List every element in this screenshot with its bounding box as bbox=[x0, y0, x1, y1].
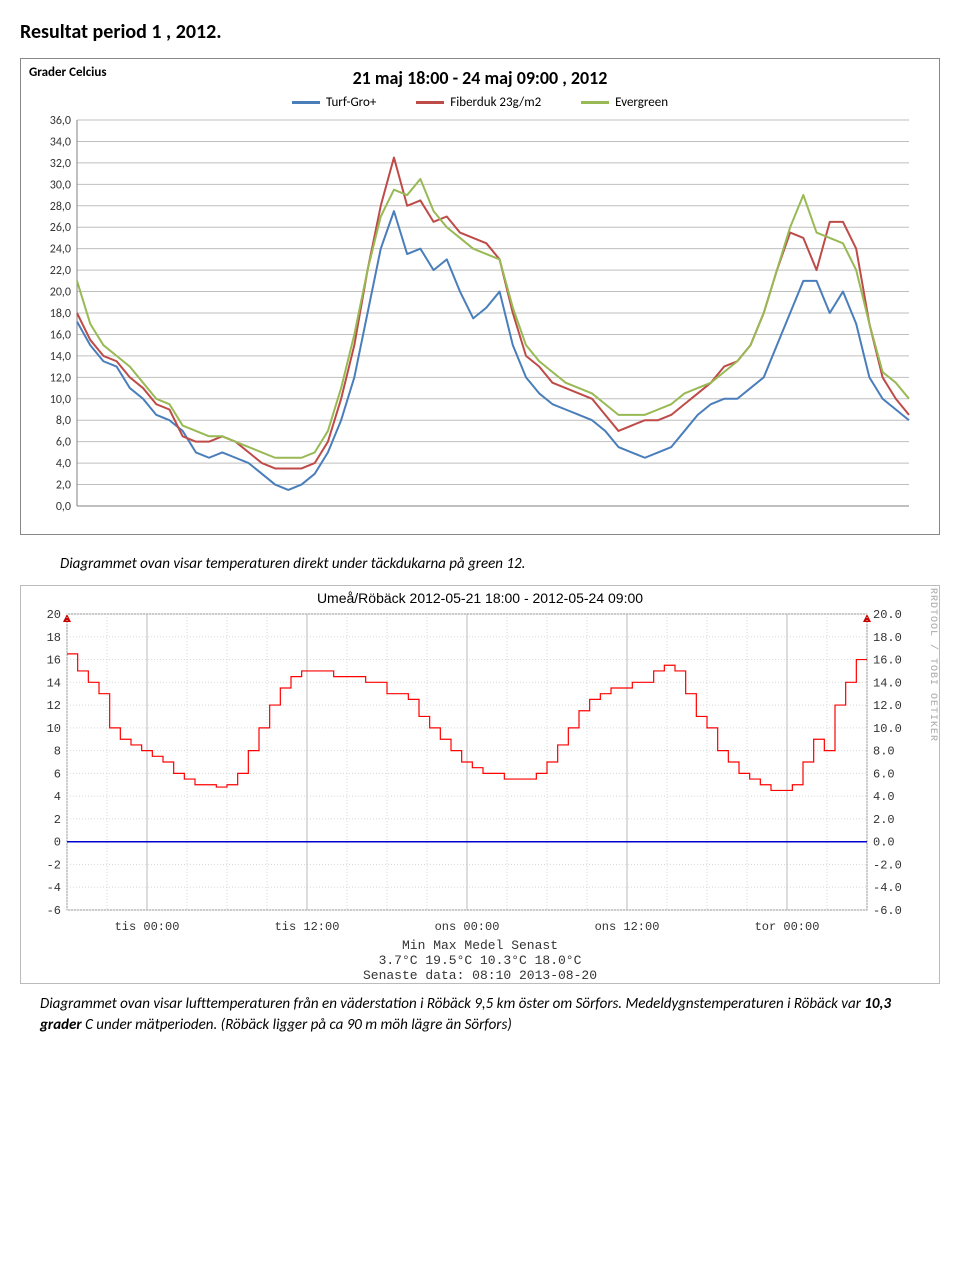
svg-text:34,0: 34,0 bbox=[50, 135, 71, 149]
svg-text:10: 10 bbox=[47, 722, 61, 736]
legend-swatch bbox=[292, 101, 320, 104]
svg-text:8.0: 8.0 bbox=[873, 745, 895, 759]
svg-text:20,0: 20,0 bbox=[50, 286, 71, 300]
svg-text:-6: -6 bbox=[47, 904, 61, 918]
chart1-svg: 0,0 2,0 4,0 6,0 8,0 10,0 12,0 14,0 16,0 18,0 20,0 2… bbox=[29, 116, 919, 516]
svg-text:16: 16 bbox=[47, 654, 61, 668]
chart2-svg: 20181614121086420-2-4-620.018.016.014.01… bbox=[21, 608, 921, 938]
chart2-title: Umeå/Röbäck 2012-05-21 18:00 - 2012-05-2… bbox=[21, 590, 939, 606]
svg-text:4: 4 bbox=[54, 790, 61, 804]
svg-text:-4: -4 bbox=[47, 881, 61, 895]
svg-text:-2.0: -2.0 bbox=[873, 858, 902, 872]
legend-item-fiber: Fiberduk 23g/m2 bbox=[416, 95, 541, 110]
svg-text:32,0: 32,0 bbox=[50, 157, 71, 171]
svg-text:6,0: 6,0 bbox=[56, 436, 71, 450]
rrdtool-credit: RRDTOOL / TOBI OETIKER bbox=[927, 588, 938, 742]
stats-latest: Senaste data: 08:10 2013-08-20 bbox=[21, 968, 939, 983]
svg-text:4,0: 4,0 bbox=[56, 457, 71, 471]
chart2-container: RRDTOOL / TOBI OETIKER Umeå/Röbäck 2012-… bbox=[20, 585, 940, 984]
svg-text:22,0: 22,0 bbox=[50, 264, 71, 278]
caption2-a: Diagrammet ovan visar lufttemperaturen f… bbox=[40, 995, 864, 1013]
svg-text:2,0: 2,0 bbox=[56, 479, 71, 493]
svg-text:26,0: 26,0 bbox=[50, 221, 71, 235]
legend-label: Turf-Gro+ bbox=[326, 95, 376, 110]
svg-text:20: 20 bbox=[47, 608, 61, 622]
chart1-yaxis-title: Grader Celcius bbox=[29, 65, 107, 80]
svg-text:2: 2 bbox=[54, 813, 61, 827]
svg-text:ons 00:00: ons 00:00 bbox=[435, 920, 500, 934]
svg-text:-4.0: -4.0 bbox=[873, 881, 902, 895]
svg-text:tor 00:00: tor 00:00 bbox=[755, 920, 820, 934]
legend-label: Fiberduk 23g/m2 bbox=[450, 95, 541, 110]
svg-text:ons 12:00: ons 12:00 bbox=[595, 920, 660, 934]
svg-text:4.0: 4.0 bbox=[873, 790, 895, 804]
svg-text:6: 6 bbox=[54, 767, 61, 781]
svg-text:10,0: 10,0 bbox=[50, 393, 71, 407]
svg-text:16,0: 16,0 bbox=[50, 328, 71, 342]
svg-text:20.0: 20.0 bbox=[873, 608, 902, 622]
legend-swatch bbox=[416, 101, 444, 104]
svg-text:18.0: 18.0 bbox=[873, 631, 902, 645]
caption1: Diagrammet ovan visar temperaturen direk… bbox=[60, 555, 940, 573]
legend-item-ever: Evergreen bbox=[581, 95, 668, 110]
svg-text:12,0: 12,0 bbox=[50, 371, 71, 385]
svg-text:12.0: 12.0 bbox=[873, 699, 902, 713]
svg-text:0: 0 bbox=[54, 836, 61, 850]
svg-text:18: 18 bbox=[47, 631, 61, 645]
svg-text:2.0: 2.0 bbox=[873, 813, 895, 827]
svg-text:6.0: 6.0 bbox=[873, 767, 895, 781]
svg-text:-2: -2 bbox=[47, 858, 61, 872]
chart1-container: Grader Celcius 21 maj 18:00 - 24 maj 09:… bbox=[20, 58, 940, 535]
svg-text:18,0: 18,0 bbox=[50, 307, 71, 321]
svg-text:14,0: 14,0 bbox=[50, 350, 71, 364]
svg-text:14: 14 bbox=[47, 676, 61, 690]
svg-text:tis 12:00: tis 12:00 bbox=[275, 920, 340, 934]
chart2-stats: Min Max Medel Senast 3.7°C 19.5°C 10.3°C… bbox=[21, 938, 939, 983]
legend-label: Evergreen bbox=[615, 95, 668, 110]
svg-text:14.0: 14.0 bbox=[873, 676, 902, 690]
svg-text:24,0: 24,0 bbox=[50, 243, 71, 257]
caption2: Diagrammet ovan visar lufttemperaturen f… bbox=[40, 994, 920, 1036]
svg-text:tis 00:00: tis 00:00 bbox=[115, 920, 180, 934]
svg-text:12: 12 bbox=[47, 699, 61, 713]
svg-text:28,0: 28,0 bbox=[50, 200, 71, 214]
svg-text:36,0: 36,0 bbox=[50, 116, 71, 128]
page-title: Resultat period 1 , 2012. bbox=[20, 20, 940, 44]
stats-header: Min Max Medel Senast bbox=[21, 938, 939, 953]
svg-text:8: 8 bbox=[54, 745, 61, 759]
svg-text:0,0: 0,0 bbox=[56, 500, 71, 514]
legend-swatch bbox=[581, 101, 609, 104]
chart1-legend: Turf-Gro+ Fiberduk 23g/m2 Evergreen bbox=[29, 95, 931, 110]
legend-item-turf: Turf-Gro+ bbox=[292, 95, 376, 110]
svg-text:8,0: 8,0 bbox=[56, 414, 71, 428]
svg-text:0.0: 0.0 bbox=[873, 836, 895, 850]
svg-text:-6.0: -6.0 bbox=[873, 904, 902, 918]
chart1-title: 21 maj 18:00 - 24 maj 09:00 , 2012 bbox=[29, 67, 931, 89]
svg-text:16.0: 16.0 bbox=[873, 654, 902, 668]
svg-text:30,0: 30,0 bbox=[50, 178, 71, 192]
caption2-c: C under mätperioden. (Röbäck ligger på c… bbox=[82, 1016, 512, 1034]
svg-text:10.0: 10.0 bbox=[873, 722, 902, 736]
stats-values: 3.7°C 19.5°C 10.3°C 18.0°C bbox=[21, 953, 939, 968]
